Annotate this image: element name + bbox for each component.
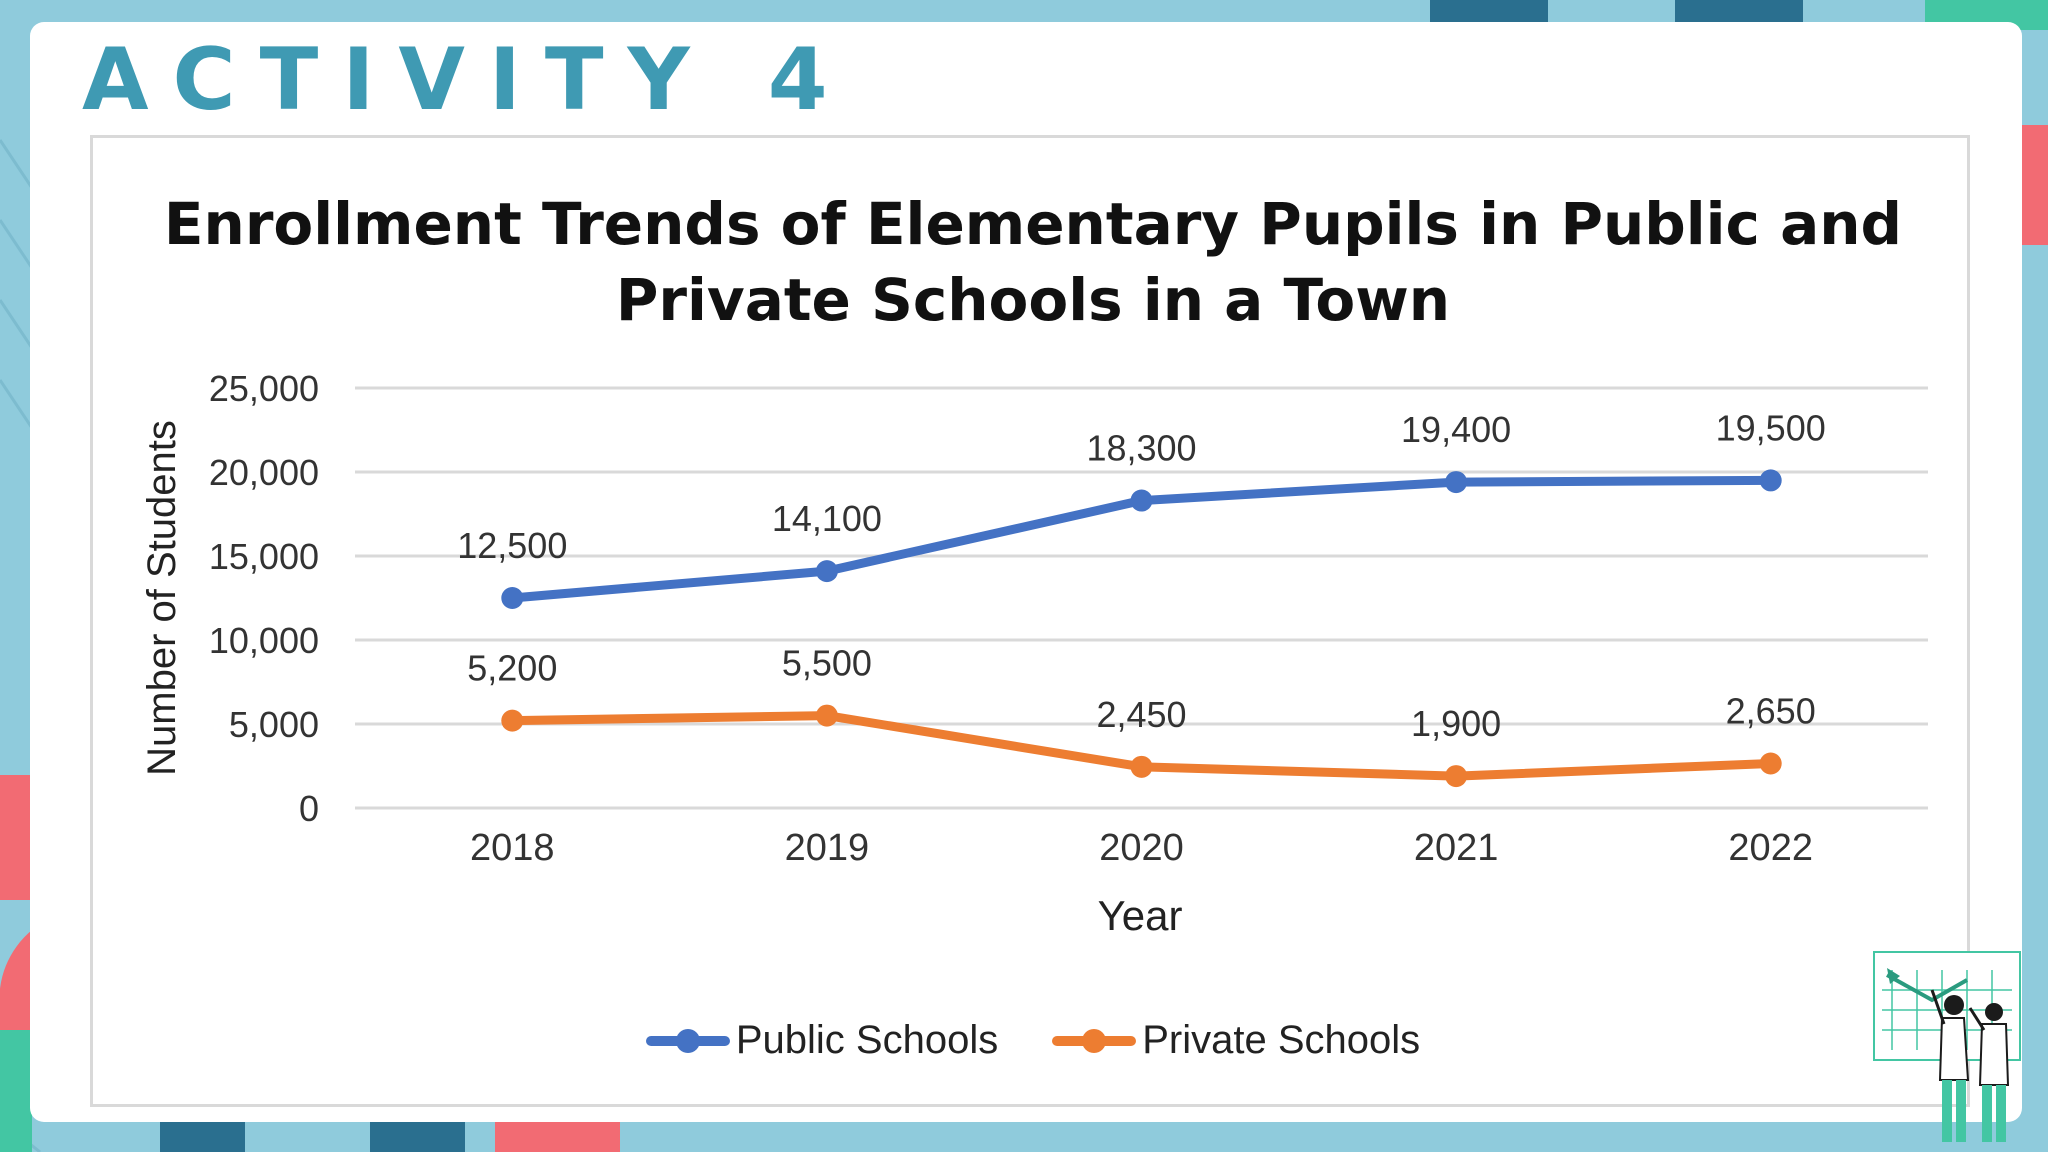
x-tick-label: 2020 <box>1099 827 1184 869</box>
data-label-public-schools: 12,500 <box>457 525 567 566</box>
chart-title-line-1: Enrollment Trends of Elementary Pupils i… <box>163 190 1903 258</box>
y-axis-title: Number of Students <box>140 420 184 776</box>
y-tick-label: 25,000 <box>209 368 319 409</box>
legend-item-public: Public Schools <box>645 1018 999 1063</box>
data-point-private-schools <box>1130 755 1153 778</box>
activity-heading: ACTIVITY 4 <box>82 30 852 130</box>
data-label-public-schools: 19,500 <box>1716 407 1826 448</box>
y-tick-label: 20,000 <box>209 452 319 493</box>
y-tick-label: 0 <box>299 788 319 829</box>
data-label-private-schools: 5,200 <box>467 648 557 689</box>
x-tick-label: 2022 <box>1728 827 1813 869</box>
legend-swatch-private <box>1052 1028 1137 1053</box>
chart-legend: Public Schools Private Schools <box>93 1018 1973 1063</box>
y-tick-label: 10,000 <box>209 620 319 661</box>
x-tick-label: 2019 <box>785 827 870 869</box>
data-point-public-schools <box>1445 471 1468 494</box>
legend-item-private: Private Schools <box>1052 1018 1420 1063</box>
x-axis-title: Year <box>1098 892 1183 939</box>
data-point-public-schools <box>501 587 524 609</box>
x-tick-label: 2021 <box>1414 827 1499 869</box>
line-chart: 0 5,000 10,000 15,000 20,000 25,000 2018 2019 20… <box>140 368 1928 939</box>
data-point-public-schools <box>1759 469 1782 492</box>
legend-label-public: Public Schools <box>735 1018 999 1062</box>
data-point-public-schools <box>815 560 838 583</box>
data-label-public-schools: 14,100 <box>772 498 882 539</box>
data-point-private-schools <box>501 709 524 732</box>
chart-card: 0 5,000 10,000 15,000 20,000 25,000 2018 2019 20… <box>90 135 1970 1107</box>
data-label-public-schools: 18,300 <box>1086 428 1196 469</box>
legend-label-private: Private Schools <box>1142 1018 1421 1062</box>
data-label-private-schools: 5,500 <box>782 643 872 684</box>
chart-title: Enrollment Trends of Elementary Pupils i… <box>93 186 1973 338</box>
data-point-private-schools <box>815 704 838 727</box>
x-tick-label: 2018 <box>470 827 555 869</box>
y-tick-label: 5,000 <box>229 704 319 745</box>
data-label-private-schools: 2,650 <box>1726 690 1816 731</box>
data-point-private-schools <box>1759 752 1782 775</box>
data-point-public-schools <box>1130 489 1153 512</box>
chart-title-line-2: Private Schools in a Town <box>615 266 1451 334</box>
data-label-private-schools: 1,900 <box>1411 703 1501 744</box>
data-point-private-schools <box>1445 765 1468 788</box>
legend-swatch-public <box>645 1028 730 1053</box>
presenters-with-chart-icon <box>1873 951 2021 1142</box>
data-label-private-schools: 2,450 <box>1096 694 1186 735</box>
y-tick-label: 15,000 <box>209 536 319 577</box>
data-label-public-schools: 19,400 <box>1401 409 1511 450</box>
